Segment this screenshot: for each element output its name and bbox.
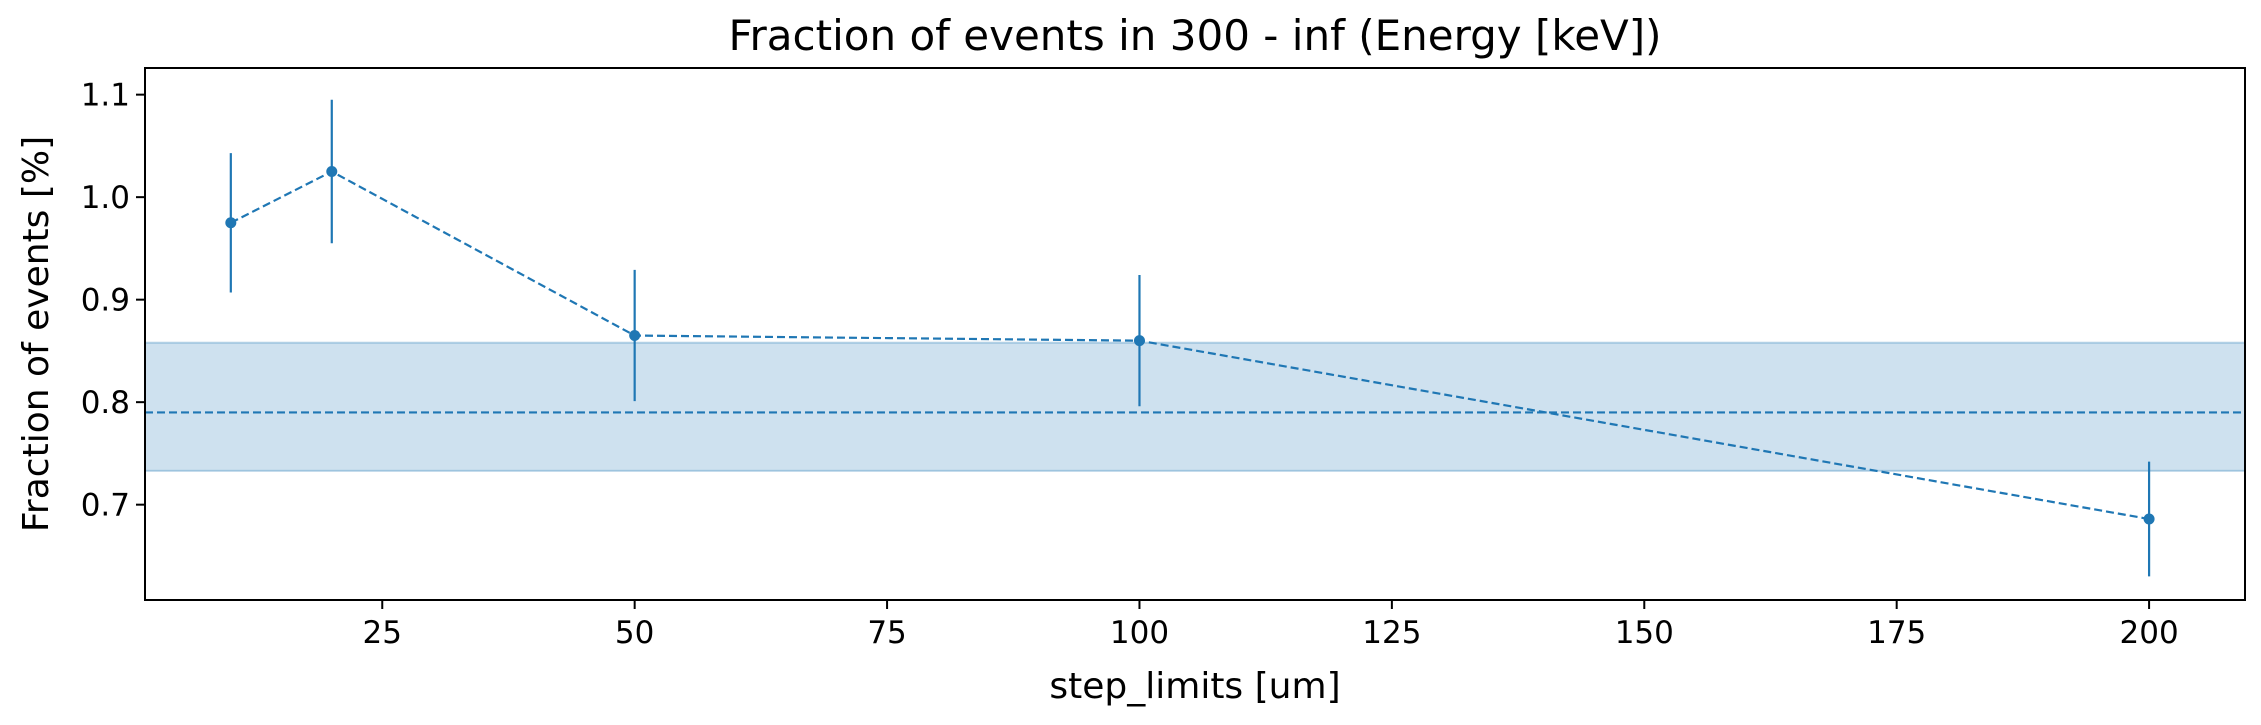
y-tick-label: 0.8	[81, 385, 130, 421]
x-tick-label: 25	[363, 615, 402, 651]
x-axis-label: step_limits [um]	[1049, 666, 1340, 707]
x-tick-label: 200	[2120, 615, 2179, 651]
plot-frame	[144, 67, 2246, 601]
y-tick-label: 0.9	[81, 283, 130, 319]
uncertainty-band	[144, 341, 2246, 472]
x-tick-label: 175	[1867, 615, 1926, 651]
y-tick-label: 1.1	[81, 78, 130, 114]
chart-title: Fraction of events in 300 - inf (Energy …	[728, 11, 1661, 60]
y-tick-label: 0.7	[81, 488, 130, 524]
x-tick-label: 50	[615, 615, 654, 651]
x-tick-label: 150	[1615, 615, 1674, 651]
series-layer	[225, 99, 2155, 577]
data-point	[1133, 335, 1145, 347]
x-tick-label: 75	[867, 615, 906, 651]
y-axis-label: Fraction of events [%]	[16, 136, 57, 532]
x-tick-label: 100	[1110, 615, 1169, 651]
data-point	[2143, 513, 2155, 525]
y-tick-label: 1.0	[81, 180, 130, 216]
data-point	[629, 330, 641, 342]
data-point	[326, 166, 338, 178]
uncertainty-band-layer	[144, 341, 2246, 472]
x-tick-label: 125	[1362, 615, 1421, 651]
data-point	[225, 217, 237, 229]
ticks-layer: 25 50 75 100 125 150 175 200 0.7 0.8 0.9 1.0 1.1	[81, 78, 2179, 651]
